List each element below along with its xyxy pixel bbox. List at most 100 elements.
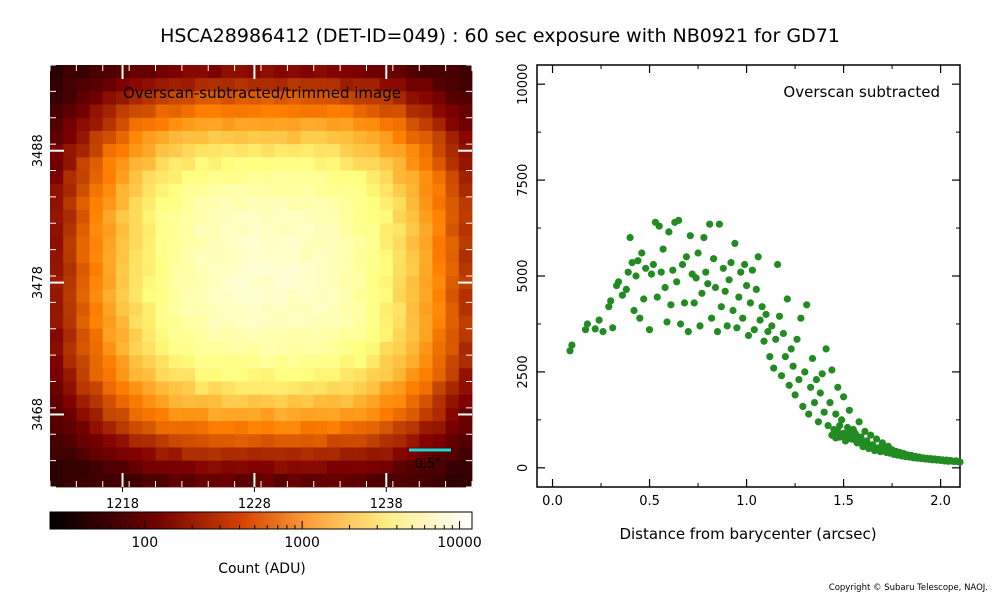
heatmap-cell <box>313 236 328 251</box>
heatmap-cell <box>247 328 262 343</box>
heatmap-cell <box>274 315 288 330</box>
scatter-point <box>777 372 786 380</box>
heatmap-cell <box>353 460 367 475</box>
heatmap-cell <box>50 460 64 475</box>
heatmap-cell <box>326 91 341 105</box>
scatter-point <box>727 259 735 267</box>
heatmap-cell <box>445 144 460 158</box>
heatmap-cell <box>247 104 262 119</box>
heatmap-cell <box>234 130 249 145</box>
heatmap-cell <box>274 117 288 132</box>
heatmap-cell <box>419 407 433 422</box>
heatmap-cell <box>50 130 64 145</box>
heatmap-cell <box>247 341 262 356</box>
heatmap-cell <box>261 460 275 475</box>
heatmap-cell <box>287 341 301 356</box>
heatmap-cell <box>261 183 275 198</box>
scatter-point <box>838 432 846 440</box>
heatmap-cell <box>287 434 301 448</box>
heatmap-cell <box>287 302 301 316</box>
heatmap-cell <box>458 236 473 251</box>
heatmap-cell <box>353 236 367 251</box>
heatmap-cell <box>300 368 315 382</box>
heatmap-cell <box>89 223 104 237</box>
heatmap-cell <box>168 117 183 132</box>
scatter-y-tick-label: 2500 <box>516 355 531 388</box>
heatmap-cell <box>340 130 354 145</box>
heatmap-cell <box>313 210 328 224</box>
heatmap-cell <box>406 394 420 409</box>
heatmap-cell <box>300 473 315 488</box>
heatmap-cell <box>419 381 433 396</box>
heatmap-cell <box>458 249 473 264</box>
heatmap-cell <box>63 276 77 290</box>
heatmap-cell <box>419 249 433 264</box>
scatter-point <box>655 222 663 230</box>
heatmap-cell <box>445 302 460 316</box>
heatmap-cell <box>89 355 104 369</box>
heatmap-cell <box>379 130 394 145</box>
heatmap-cell <box>406 223 420 237</box>
heatmap-cell <box>168 236 183 251</box>
heatmap-cell <box>168 421 183 435</box>
heatmap-cell <box>274 434 288 448</box>
heatmap-cell <box>406 434 420 448</box>
heatmap-cell <box>195 183 209 198</box>
heatmap-cell <box>63 315 77 330</box>
heatmap-cell <box>326 210 341 224</box>
heatmap-cell <box>102 210 117 224</box>
heatmap-cell <box>181 170 196 185</box>
heatmap-cell <box>366 210 381 224</box>
heatmap-cell <box>50 262 64 277</box>
heatmap-cell <box>195 91 209 105</box>
heatmap-cell <box>102 302 117 316</box>
heatmap-cell <box>221 473 236 488</box>
heatmap-cell <box>115 407 130 422</box>
heatmap-cell <box>181 407 196 422</box>
heatmap-cell <box>300 447 315 462</box>
heatmap-cell <box>432 170 447 185</box>
heatmap-cell <box>313 315 328 330</box>
heatmap-cell <box>89 328 104 343</box>
heatmap-cell <box>115 210 130 224</box>
heatmap-cell <box>89 381 104 396</box>
image-y-tick-label: 3488 <box>31 134 46 167</box>
heatmap-cell <box>142 328 156 343</box>
heatmap-cell <box>419 302 433 316</box>
heatmap-cell <box>445 276 460 290</box>
heatmap-cell <box>129 249 143 264</box>
heatmap-cell <box>142 104 156 119</box>
heatmap-cell <box>234 341 249 356</box>
heatmap-cell <box>313 368 328 382</box>
colorbar-tick-label: 10000 <box>437 535 482 551</box>
scatter-point <box>715 220 724 228</box>
heatmap-cell <box>247 447 262 462</box>
heatmap-cell <box>181 196 196 211</box>
scatter-x-tick-label: 1.5 <box>833 494 854 509</box>
scatter-point <box>696 322 704 330</box>
heatmap-cell <box>181 302 196 316</box>
heatmap-cell <box>432 328 447 343</box>
heatmap-cell <box>50 368 64 382</box>
heatmap-cell <box>392 157 407 171</box>
heatmap-cell <box>379 276 394 290</box>
heatmap-cell <box>102 170 117 185</box>
heatmap-cell <box>445 117 460 132</box>
heatmap-cell <box>300 210 315 224</box>
heatmap-cell <box>353 328 367 343</box>
heatmap-cell <box>234 460 249 475</box>
heatmap-cell <box>89 434 104 448</box>
heatmap-cell <box>340 276 354 290</box>
heatmap-cell <box>168 144 183 158</box>
heatmap-cell <box>274 78 288 92</box>
heatmap-cell <box>326 473 341 488</box>
heatmap-cell <box>50 289 64 303</box>
heatmap-cell <box>247 236 262 251</box>
heatmap-cell <box>155 328 170 343</box>
heatmap-cell <box>155 381 170 396</box>
heatmap-cell <box>195 341 209 356</box>
heatmap-cell <box>50 421 64 435</box>
heatmap-cell <box>392 381 407 396</box>
heatmap-cell <box>181 276 196 290</box>
heatmap-cell <box>142 421 156 435</box>
